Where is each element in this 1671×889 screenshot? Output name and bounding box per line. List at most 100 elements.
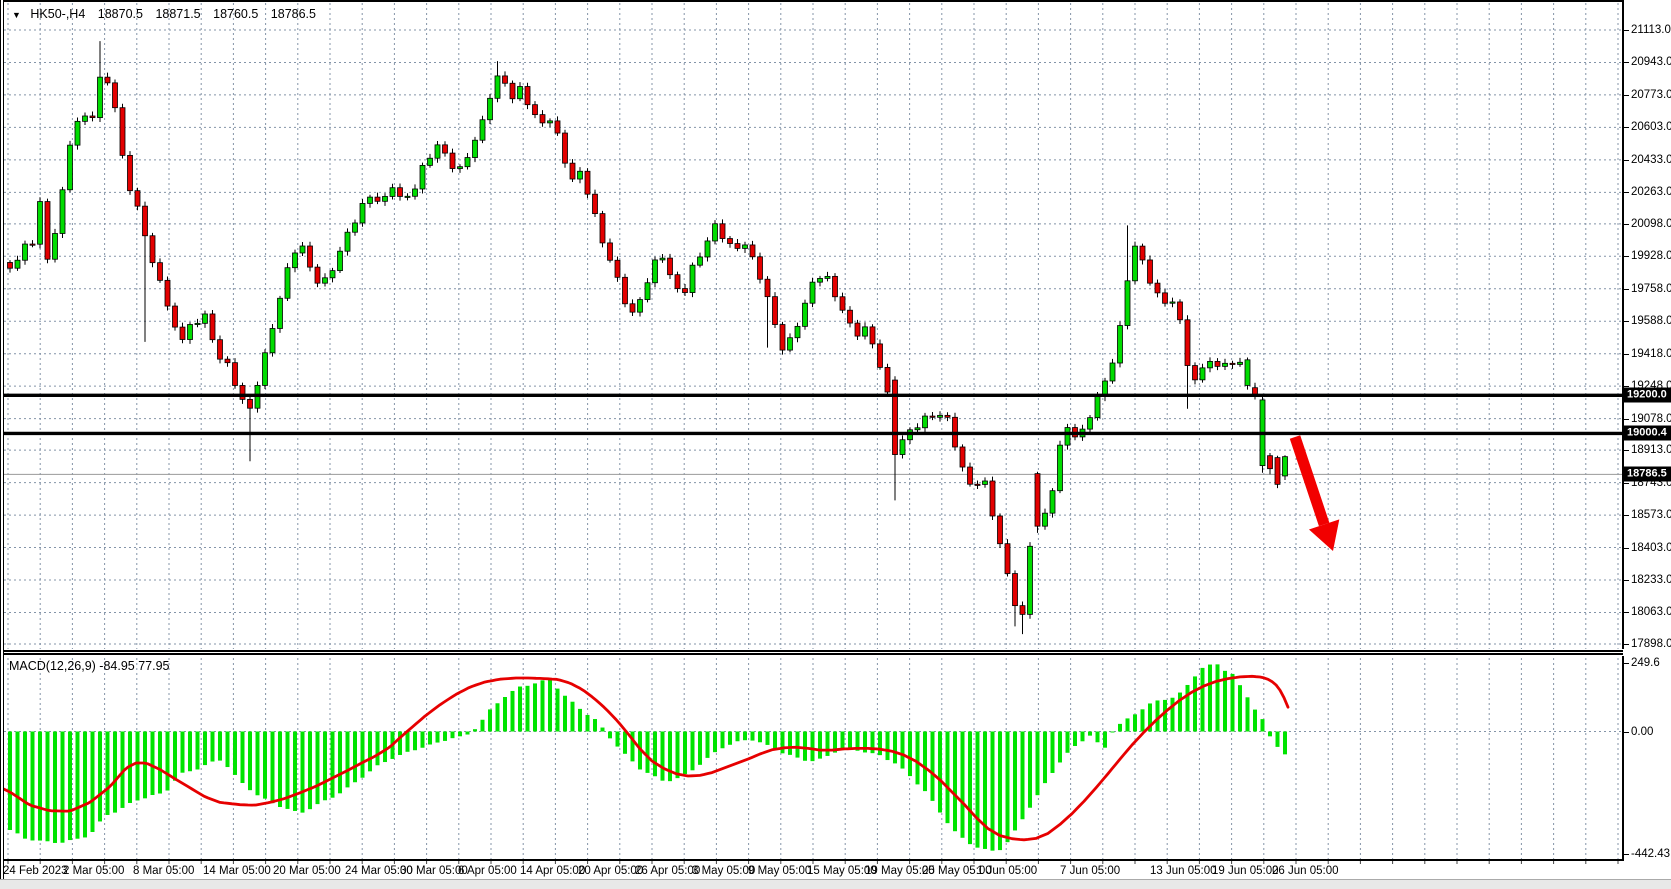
macd-histogram-bar [555,688,560,732]
candle [1282,455,1288,480]
macd-histogram-bar [1020,731,1025,820]
macd-histogram-bar [698,731,702,765]
macd-tick-label: 0.00 [1623,725,1654,738]
candle [907,427,913,444]
candlestick-chart[interactable] [0,0,1623,649]
time-tick-label: 7 Jun 05:00 [1060,865,1120,877]
candle [599,210,606,248]
macd-histogram-bar [713,731,717,753]
price-axis[interactable]: 21113.0 20943.0 20773.0 20603.0 20433.0 20263… [1622,0,1671,650]
macd-histogram-bar [1200,667,1205,732]
macd-histogram-bar [1028,731,1032,808]
macd-chart[interactable] [0,656,1623,861]
macd-histogram-bar [848,731,852,749]
candle [817,275,823,287]
candle [794,322,801,343]
macd-histogram-bar [600,727,605,732]
candle [614,256,621,282]
time-tick-label: 19 Jun 05:00 [1212,865,1279,877]
macd-histogram-bar [443,731,447,741]
candle [194,318,201,328]
candle [104,72,111,86]
macd-histogram-bar [983,731,987,849]
candle [742,241,748,253]
macd-histogram-bar [195,731,200,770]
candle [592,189,598,218]
macd-histogram-bar [788,731,792,755]
candle [472,136,478,163]
macd-histogram-bar [458,731,462,737]
candle [839,292,846,314]
time-tick-label: 30 Mar 05:00 [400,865,468,877]
ohlc-open: 18870.5 [97,7,143,21]
candle [809,277,816,308]
macd-histogram-bar [285,731,290,809]
candle [434,141,441,163]
macd-histogram-bar [113,731,117,813]
candle [14,255,21,271]
time-axis[interactable]: 24 Feb 2023 2 Mar 05:00 8 Mar 05:00 14 Mar … [0,861,1671,879]
candle [554,116,561,136]
macd-histogram-bar [1208,664,1212,732]
price-tick-label: 18573.0 [1624,509,1671,522]
symbol-period-label: HK50-,H4 [30,7,86,21]
candle [299,242,306,256]
macd-bottom-border [0,859,1623,861]
candle [952,412,958,451]
candle [1042,508,1048,530]
candle [1267,453,1273,475]
macd-histogram-bar [38,731,42,841]
candle [1274,455,1281,489]
macd-histogram-bar [1110,731,1115,733]
price-tick-label: 20943.0 [1624,56,1671,69]
candle [734,238,741,252]
macd-histogram-bar [938,731,942,813]
candle [457,164,463,173]
time-tick-label: 26 Apr 05:00 [635,865,700,877]
candle [67,140,73,193]
price-tick-label: 21113.0 [1624,24,1671,36]
candle [322,273,328,287]
time-tick-label: 6 Apr 05:00 [458,865,517,877]
panel-separator[interactable] [0,649,1623,656]
window-bottom-edge [0,879,1671,889]
candle [224,356,231,367]
candle [1064,423,1071,450]
macd-histogram-bar [173,731,177,781]
candle [367,194,373,208]
macd-histogram-bar [885,731,890,761]
macd-histogram-bar [465,731,470,735]
candle [974,480,981,489]
macd-histogram-bar [548,679,552,732]
price-chart-panel[interactable]: ▼ HK50-,H4 18870.5 18871.5 18760.5 18786… [0,0,1623,649]
macd-histogram-bar [135,731,140,801]
macd-histogram-bar [578,708,582,732]
candle [509,80,516,104]
macd-histogram-bar [353,731,357,783]
macd-panel[interactable]: MACD(12,26,9) -84.95 77.95 [0,656,1623,861]
macd-histogram-bar [893,731,897,764]
symbol-dropdown-icon[interactable]: ▼ [12,10,21,20]
price-tick-label: 20773.0 [1624,88,1671,101]
macd-histogram-bar [908,731,912,777]
candle [239,382,246,404]
candle [337,246,343,274]
candle [52,228,58,263]
candle [569,159,576,182]
macd-histogram-bar [143,731,147,799]
candle [247,395,253,462]
candle [119,103,126,159]
macd-histogram-bar [263,731,267,799]
candle [179,322,186,344]
candle [74,117,81,150]
candle [637,297,643,317]
macd-histogram-bar [270,731,275,804]
candle [547,118,553,128]
candle [989,476,996,520]
macd-histogram-bar [630,731,635,762]
candle [749,240,756,260]
macd-histogram-bar [1065,731,1070,753]
candle [1012,570,1018,627]
macd-histogram-bar [1163,699,1167,732]
candle [824,271,831,282]
